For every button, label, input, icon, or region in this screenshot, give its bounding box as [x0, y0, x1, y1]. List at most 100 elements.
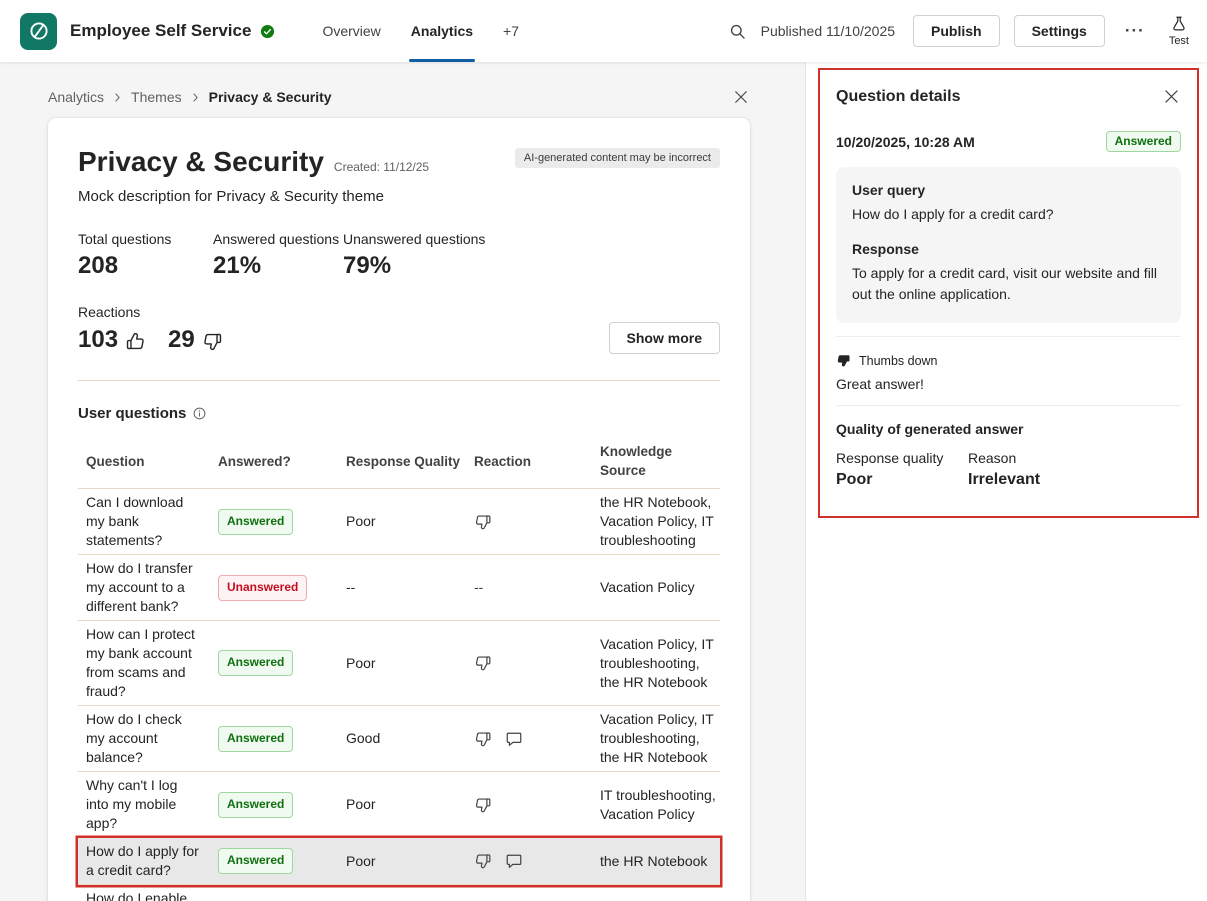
reaction-empty: --: [474, 579, 484, 595]
table-row[interactable]: How can I protect my bank account from s…: [78, 621, 720, 706]
annotation-highlight-box: Question details 10/20/2025, 10:28 AM An…: [818, 68, 1199, 518]
theme-card: Privacy & Security Created: 11/12/25 AI-…: [48, 118, 750, 901]
thumbs-down-icon: [202, 331, 223, 352]
question-cell: How do I check my account balance?: [86, 711, 182, 765]
flask-icon: [1170, 15, 1188, 33]
reason-block: Reason Irrelevant: [968, 450, 1100, 489]
table-row[interactable]: How do I transfer my account to a differ…: [78, 555, 720, 621]
breadcrumb-themes[interactable]: Themes: [131, 89, 182, 105]
thumbs-down-icon[interactable]: [474, 796, 492, 814]
panel-divider: [836, 405, 1181, 406]
test-button[interactable]: Test: [1169, 15, 1189, 47]
tab-overview[interactable]: Overview: [322, 23, 381, 39]
reaction-cell: [466, 852, 592, 870]
question-details-panel: Question details 10/20/2025, 10:28 AM An…: [805, 62, 1207, 901]
user-query-label: User query: [852, 182, 926, 198]
comment-icon[interactable]: [505, 730, 523, 748]
stat-unanswered-questions: Unanswered questions 79%: [343, 231, 486, 279]
question-cell: Why can't I log into my mobile app?: [86, 777, 178, 831]
dislikes-count: 29: [168, 326, 195, 353]
search-icon[interactable]: [728, 22, 747, 41]
question-cell: How can I protect my bank account from s…: [86, 626, 195, 699]
answered-cell: Answered: [210, 791, 338, 818]
breadcrumb-analytics[interactable]: Analytics: [48, 89, 105, 105]
publish-button[interactable]: Publish: [913, 15, 1000, 47]
tab-more-pages[interactable]: +7: [503, 23, 520, 39]
feedback-comment: Great answer!: [836, 376, 924, 392]
thumbs-down-icon[interactable]: [474, 654, 492, 672]
answered-cell: Answered: [210, 848, 338, 874]
status-badge: Answered: [218, 791, 294, 818]
knowledge-source-cell: Vacation Policy: [600, 579, 695, 595]
user-questions-title: User questions: [78, 405, 187, 422]
response-quality-value: Poor: [836, 471, 873, 488]
column-reaction: Reaction: [474, 453, 532, 469]
chevron-right-icon: [111, 91, 124, 104]
ai-disclaimer-badge: AI-generated content may be incorrect: [514, 148, 720, 168]
theme-stats: Total questions 208 Answered questions 2…: [78, 231, 720, 280]
answered-cell: Unanswered: [210, 574, 338, 601]
reaction-cell: [466, 796, 592, 814]
question-cell: Can I download my bank statements?: [86, 494, 184, 548]
table-row[interactable]: How do I check my account balance? Answe…: [78, 706, 720, 772]
question-cell: How do I apply for a credit card?: [86, 843, 199, 878]
info-icon[interactable]: [192, 406, 207, 421]
close-panel-icon[interactable]: [1162, 87, 1181, 106]
tab-analytics[interactable]: Analytics: [396, 0, 488, 62]
table-header: Question Answered? Response Quality Reac…: [78, 436, 720, 489]
reaction-cell: [466, 730, 592, 748]
settings-button[interactable]: Settings: [1013, 15, 1105, 47]
breadcrumb-current: Privacy & Security: [208, 89, 332, 105]
reaction-cell: [466, 513, 592, 531]
reactions-row: Reactions 103 29 Show more: [78, 304, 720, 354]
question-cell: How do I transfer my account to a differ…: [86, 560, 193, 614]
table-row-selected[interactable]: How do I apply for a credit card? Answer…: [78, 838, 720, 885]
table-row[interactable]: How do I enable two-factor authenticatio…: [78, 885, 720, 901]
page-title: Privacy & Security: [78, 146, 324, 177]
quality-values-row: Response quality Poor Reason Irrelevant: [836, 450, 1181, 489]
app-logo: [20, 12, 57, 50]
main-area: Analytics Themes Privacy & Security Priv…: [0, 62, 1207, 901]
thumbs-down-icon[interactable]: [474, 852, 492, 870]
column-knowledge-source: Knowledge Source: [600, 444, 673, 478]
theme-description: Mock description for Privacy & Security …: [78, 188, 384, 205]
test-button-label: Test: [1168, 35, 1189, 47]
user-query-text: How do I apply for a credit card?: [852, 206, 1054, 222]
panel-divider: [836, 336, 1181, 337]
stat-answered-questions: Answered questions 21%: [213, 231, 340, 279]
close-theme-icon[interactable]: [732, 88, 750, 106]
quality-cell: Poor: [346, 513, 376, 529]
question-cell: How do I enable two-factor authenticatio…: [86, 890, 188, 901]
knowledge-source-cell: IT troubleshooting, Vacation Policy: [600, 786, 716, 822]
show-more-button[interactable]: Show more: [608, 322, 720, 354]
table-row[interactable]: Why can't I log into my mobile app? Answ…: [78, 772, 720, 838]
top-bar: Employee Self Service Overview Analytics…: [0, 0, 1207, 62]
response-text: To apply for a credit card, visit our we…: [852, 265, 1158, 302]
quality-cell: Poor: [346, 796, 376, 812]
column-question: Question: [86, 453, 145, 469]
reactions-block: Reactions 103 29: [78, 304, 223, 354]
nav-tabs: Overview Analytics +7: [307, 0, 534, 62]
status-badge: Unanswered: [218, 574, 308, 601]
table-row[interactable]: Can I download my bank statements? Answe…: [78, 489, 720, 555]
thumbs-down-icon[interactable]: [474, 730, 492, 748]
response-label: Response: [852, 241, 919, 257]
quality-cell: Poor: [346, 654, 376, 671]
thumbs-down-icon[interactable]: [474, 513, 492, 531]
comment-icon[interactable]: [505, 852, 523, 870]
answered-cell: Answered: [210, 725, 338, 752]
knowledge-source-cell: the HR Notebook: [600, 852, 708, 869]
published-status: Published 11/10/2025: [760, 23, 896, 39]
status-badge: Answered: [1105, 131, 1181, 152]
quality-cell: Good: [346, 730, 381, 746]
user-questions-table: Question Answered? Response Quality Reac…: [78, 436, 720, 901]
knowledge-source-cell: Vacation Policy, IT troubleshooting, the…: [600, 711, 714, 765]
question-meta-row: 10/20/2025, 10:28 AM Answered: [836, 131, 1181, 152]
theme-title-row: Privacy & Security Created: 11/12/25 AI-…: [78, 144, 720, 180]
created-date: Created: 11/12/25: [333, 160, 430, 174]
header-actions: Published 11/10/2025 Publish Settings ··…: [728, 15, 1189, 47]
status-badge: Answered: [218, 725, 294, 752]
more-options-button[interactable]: ···: [1119, 21, 1151, 41]
query-response-box: User query How do I apply for a credit c…: [836, 167, 1181, 323]
copilot-app-icon: [27, 19, 51, 43]
